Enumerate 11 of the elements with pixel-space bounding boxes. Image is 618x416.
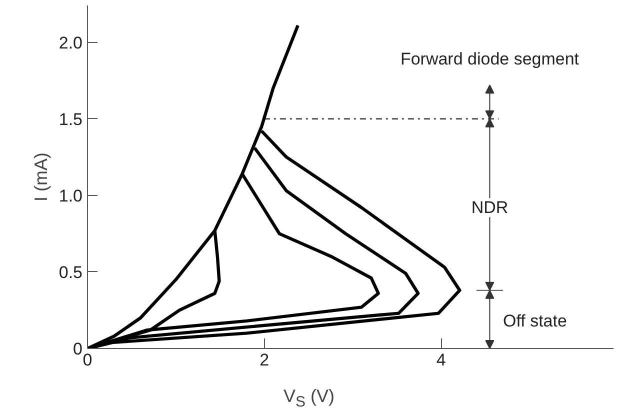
annotation: NDR [471,198,508,218]
y-tick-label: 0.5 [58,262,83,282]
y-tick-label: 1.0 [58,186,83,206]
y-tick-label: 2.0 [58,33,83,52]
y-axis-title: I (mA) [30,152,51,202]
annotation: Off state [502,311,567,330]
y-tick-label: 1.5 [58,110,83,129]
x-tick-label: 4 [436,350,446,370]
x-axis-title: V$_{S}$ (V) [282,385,336,413]
annotation: Forward diode segment [400,50,580,69]
x-tick-label: 2 [260,350,270,370]
